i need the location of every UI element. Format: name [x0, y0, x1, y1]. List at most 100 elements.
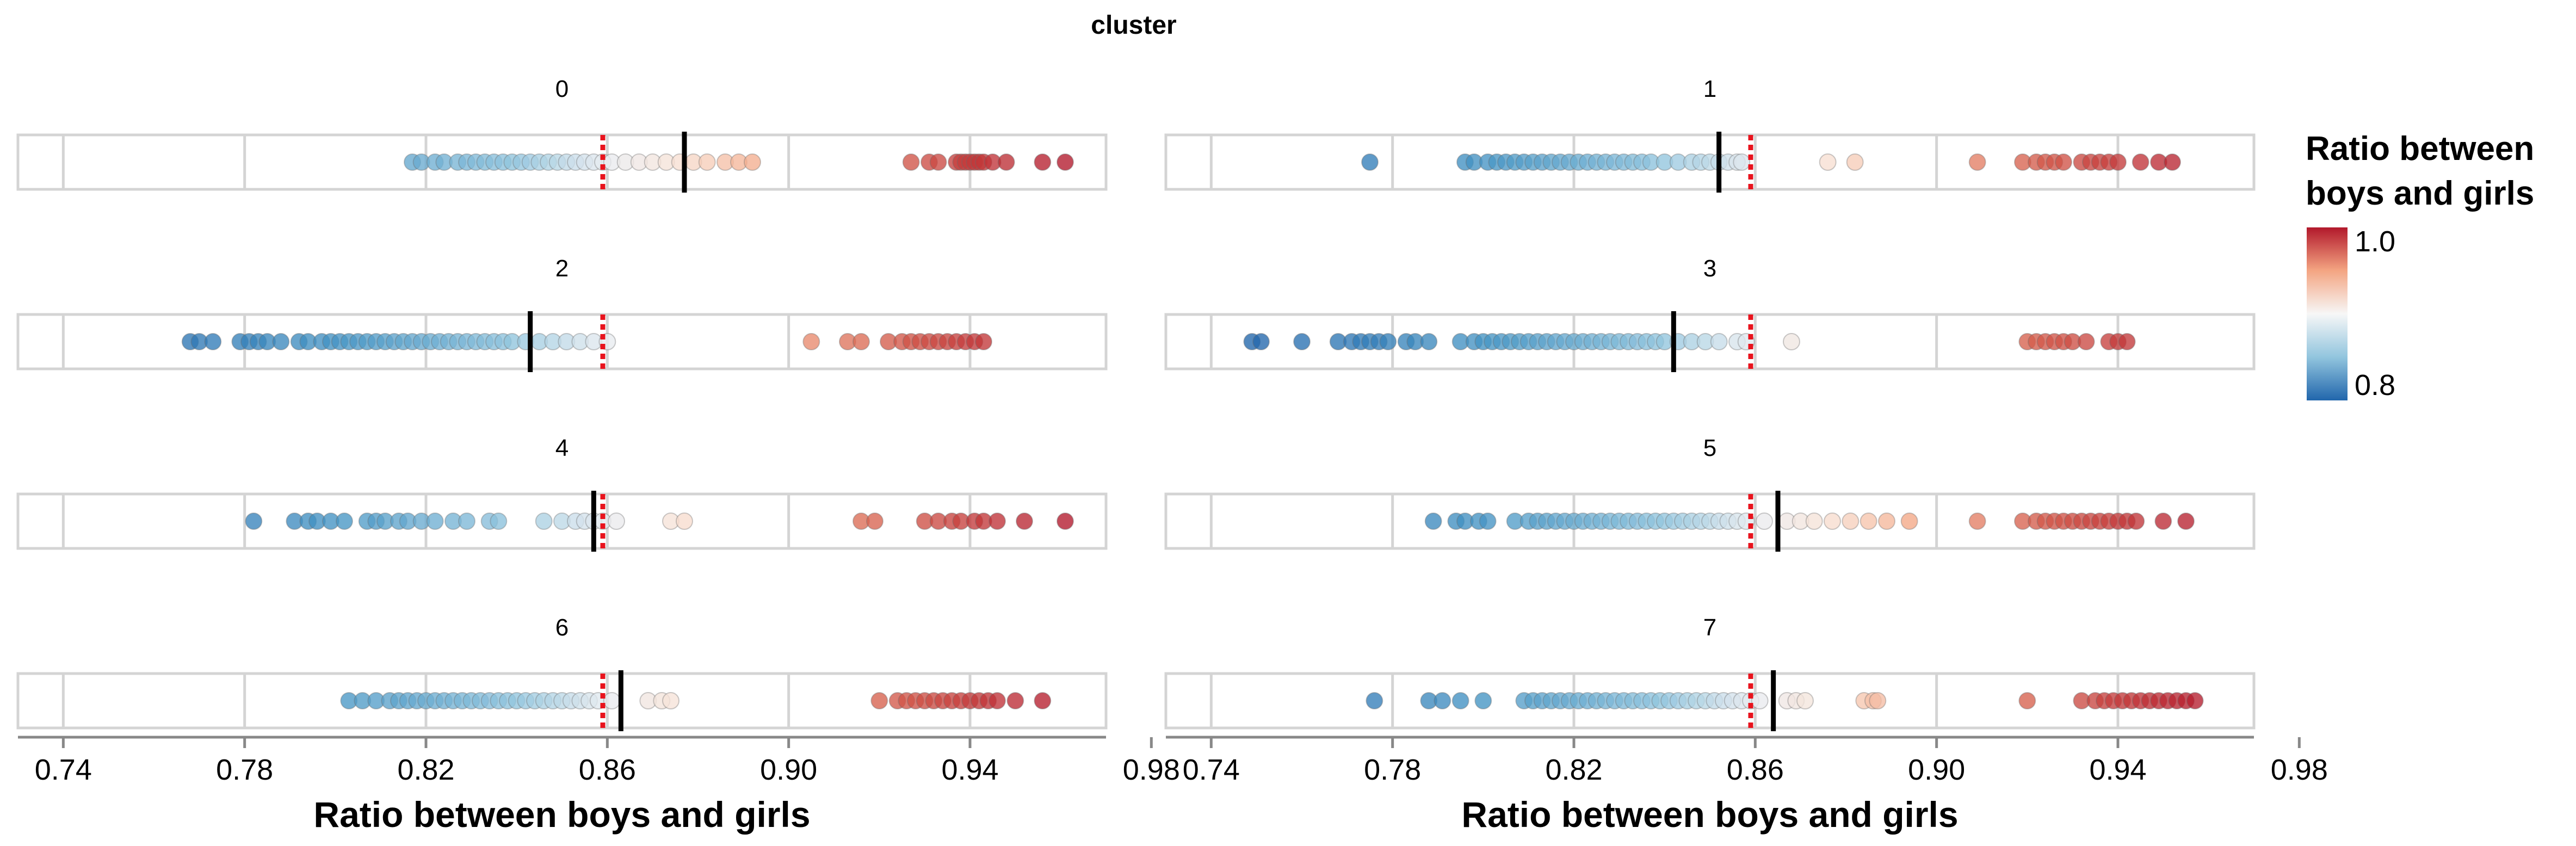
data-point [1900, 512, 1918, 530]
x-tick-label: 0.74 [35, 754, 92, 786]
data-point [853, 333, 870, 350]
data-point [1434, 692, 1451, 709]
x-axes: 0.74 0.78 0.82 0.86 0.90 0.94 0.98 Ratio betwee… [18, 736, 2328, 835]
data-point [1451, 692, 1469, 709]
data-point [676, 512, 693, 530]
x-tick-label: 0.78 [216, 754, 273, 786]
data-point [1420, 333, 1438, 350]
data-point [975, 333, 992, 350]
data-point [2077, 333, 2095, 350]
data-point [490, 512, 508, 530]
data-point [1846, 153, 1864, 171]
x-tick-label: 0.78 [1364, 754, 1421, 786]
data-point [1869, 692, 1887, 709]
panel-label: 3 [1703, 255, 1716, 282]
x-tick-label: 0.94 [941, 754, 998, 786]
data-point [245, 512, 263, 530]
data-point [272, 333, 290, 350]
data-point [1842, 512, 1860, 530]
x-tick-label: 0.86 [579, 754, 636, 786]
data-point [929, 153, 947, 171]
x-axis-title: Ratio between boys and girls [313, 794, 810, 835]
data-point [1016, 512, 1033, 530]
data-point [2132, 153, 2149, 171]
panel-label: 6 [555, 614, 569, 641]
data-point [1252, 333, 1270, 350]
data-point [698, 153, 716, 171]
data-point [1034, 692, 1052, 709]
panel-label: 7 [1703, 614, 1716, 641]
legend-max-label: 1.0 [2355, 225, 2395, 258]
data-point [1424, 512, 1442, 530]
data-point [1361, 153, 1379, 171]
x-tick-label: 0.90 [1908, 754, 1965, 786]
legend-color-ramp [2307, 227, 2348, 400]
x-tick-label: 0.82 [397, 754, 454, 786]
color-legend: Ratio between boys and girls 1.0 0.8 [2306, 130, 2534, 402]
x-axis-2: 0.74 0.78 0.82 0.86 0.90 0.94 0.98 Ratio betwee… [1166, 736, 2328, 835]
data-point [1057, 153, 1074, 171]
data-point [902, 153, 920, 171]
panel-1: 1 [1164, 76, 2256, 193]
data-point [866, 512, 884, 530]
x-tick-label: 0.82 [1545, 754, 1602, 786]
data-point [1824, 512, 1841, 530]
data-point [1756, 512, 1773, 530]
data-point [662, 692, 679, 709]
panel-label: 1 [1703, 76, 1716, 102]
data-point [2055, 153, 2072, 171]
data-point [1968, 153, 1986, 171]
data-point [336, 512, 353, 530]
legend-title-line-2: boys and girls [2306, 175, 2534, 212]
x-tick-label: 0.94 [2089, 754, 2146, 786]
panel-label: 2 [555, 255, 569, 282]
data-point [1783, 333, 1800, 350]
data-point [2154, 512, 2172, 530]
x-tick-label: 0.86 [1727, 754, 1784, 786]
panel-3: 3 [1164, 255, 2256, 372]
panel-2: 2 [16, 255, 1108, 372]
data-point [1034, 153, 1052, 171]
x-tick-label: 0.98 [2271, 754, 2328, 786]
x-axis-1: 0.74 0.78 0.82 0.86 0.90 0.94 0.98 Ratio betwee… [18, 736, 1180, 835]
data-point [1860, 512, 1877, 530]
data-point [2177, 512, 2195, 530]
data-point [1293, 333, 1311, 350]
data-point [1057, 512, 1074, 530]
facet-panels: 0 1 2 3 4 5 6 7 [16, 76, 2256, 731]
x-tick-label: 0.98 [1123, 754, 1180, 786]
data-point [1006, 692, 1024, 709]
data-point [2164, 153, 2181, 171]
data-point [802, 333, 820, 350]
data-point [2127, 512, 2145, 530]
legend-title-line-1: Ratio between [2306, 130, 2534, 168]
data-point [426, 512, 444, 530]
panel-5: 5 [1164, 435, 2256, 552]
data-point [2186, 692, 2204, 709]
data-point [2018, 692, 2036, 709]
x-axis-title: Ratio between boys and girls [1461, 794, 1958, 835]
data-point [1366, 692, 1383, 709]
data-point [1796, 692, 1814, 709]
data-point [2109, 153, 2127, 171]
panel-0: 0 [16, 76, 1108, 193]
data-point [1751, 692, 1769, 709]
data-point [1805, 512, 1823, 530]
data-point [458, 512, 475, 530]
x-tick-label: 0.74 [1183, 754, 1240, 786]
panel-label: 0 [555, 76, 569, 102]
data-point [1968, 512, 1986, 530]
data-point [1479, 512, 1497, 530]
x-tick-label: 0.90 [760, 754, 817, 786]
data-point [1710, 333, 1728, 350]
panel-6: 6 [16, 614, 1108, 731]
data-point [1878, 512, 1895, 530]
data-point [608, 512, 625, 530]
data-point [1379, 333, 1397, 350]
panel-4: 4 [16, 435, 1108, 552]
data-point [2118, 333, 2136, 350]
panel-label: 5 [1703, 435, 1716, 461]
data-point [989, 512, 1006, 530]
legend-min-label: 0.8 [2355, 369, 2395, 402]
